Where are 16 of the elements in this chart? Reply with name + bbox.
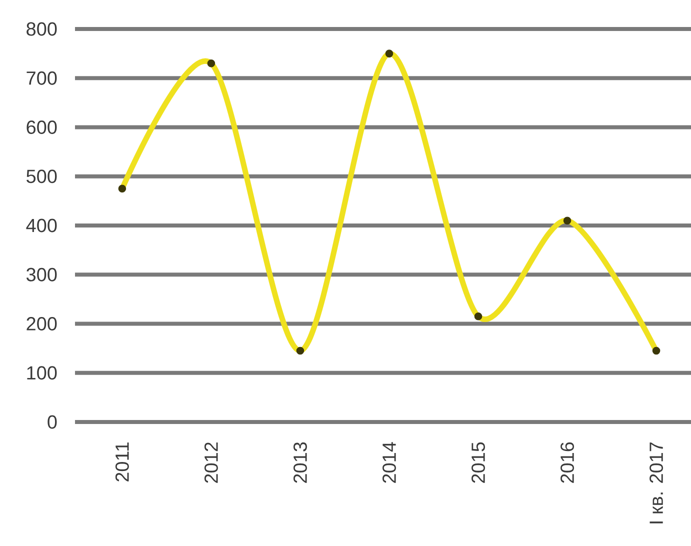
y-tick-label: 600 <box>26 120 57 134</box>
x-tick-label: 2016 <box>560 442 574 483</box>
x-tick-label: 2013 <box>293 442 307 483</box>
x-tick-label: I кв. 2017 <box>650 442 664 524</box>
y-tick-label: 200 <box>26 317 57 330</box>
x-tick-label: 2015 <box>472 442 485 483</box>
y-tick-label: 400 <box>26 218 57 232</box>
y-tick-label: 100 <box>27 366 57 380</box>
x-tick-label: 2014 <box>382 442 396 483</box>
y-tick-label: 300 <box>26 268 57 282</box>
y-tick-label: 700 <box>26 71 57 85</box>
x-tick-label: 2012 <box>204 442 218 483</box>
y-tick-label: 0 <box>48 415 57 429</box>
y-tick-label: 500 <box>26 170 57 184</box>
x-tick-label: 2011 <box>115 442 129 482</box>
y-tick-label: 800 <box>26 22 57 36</box>
